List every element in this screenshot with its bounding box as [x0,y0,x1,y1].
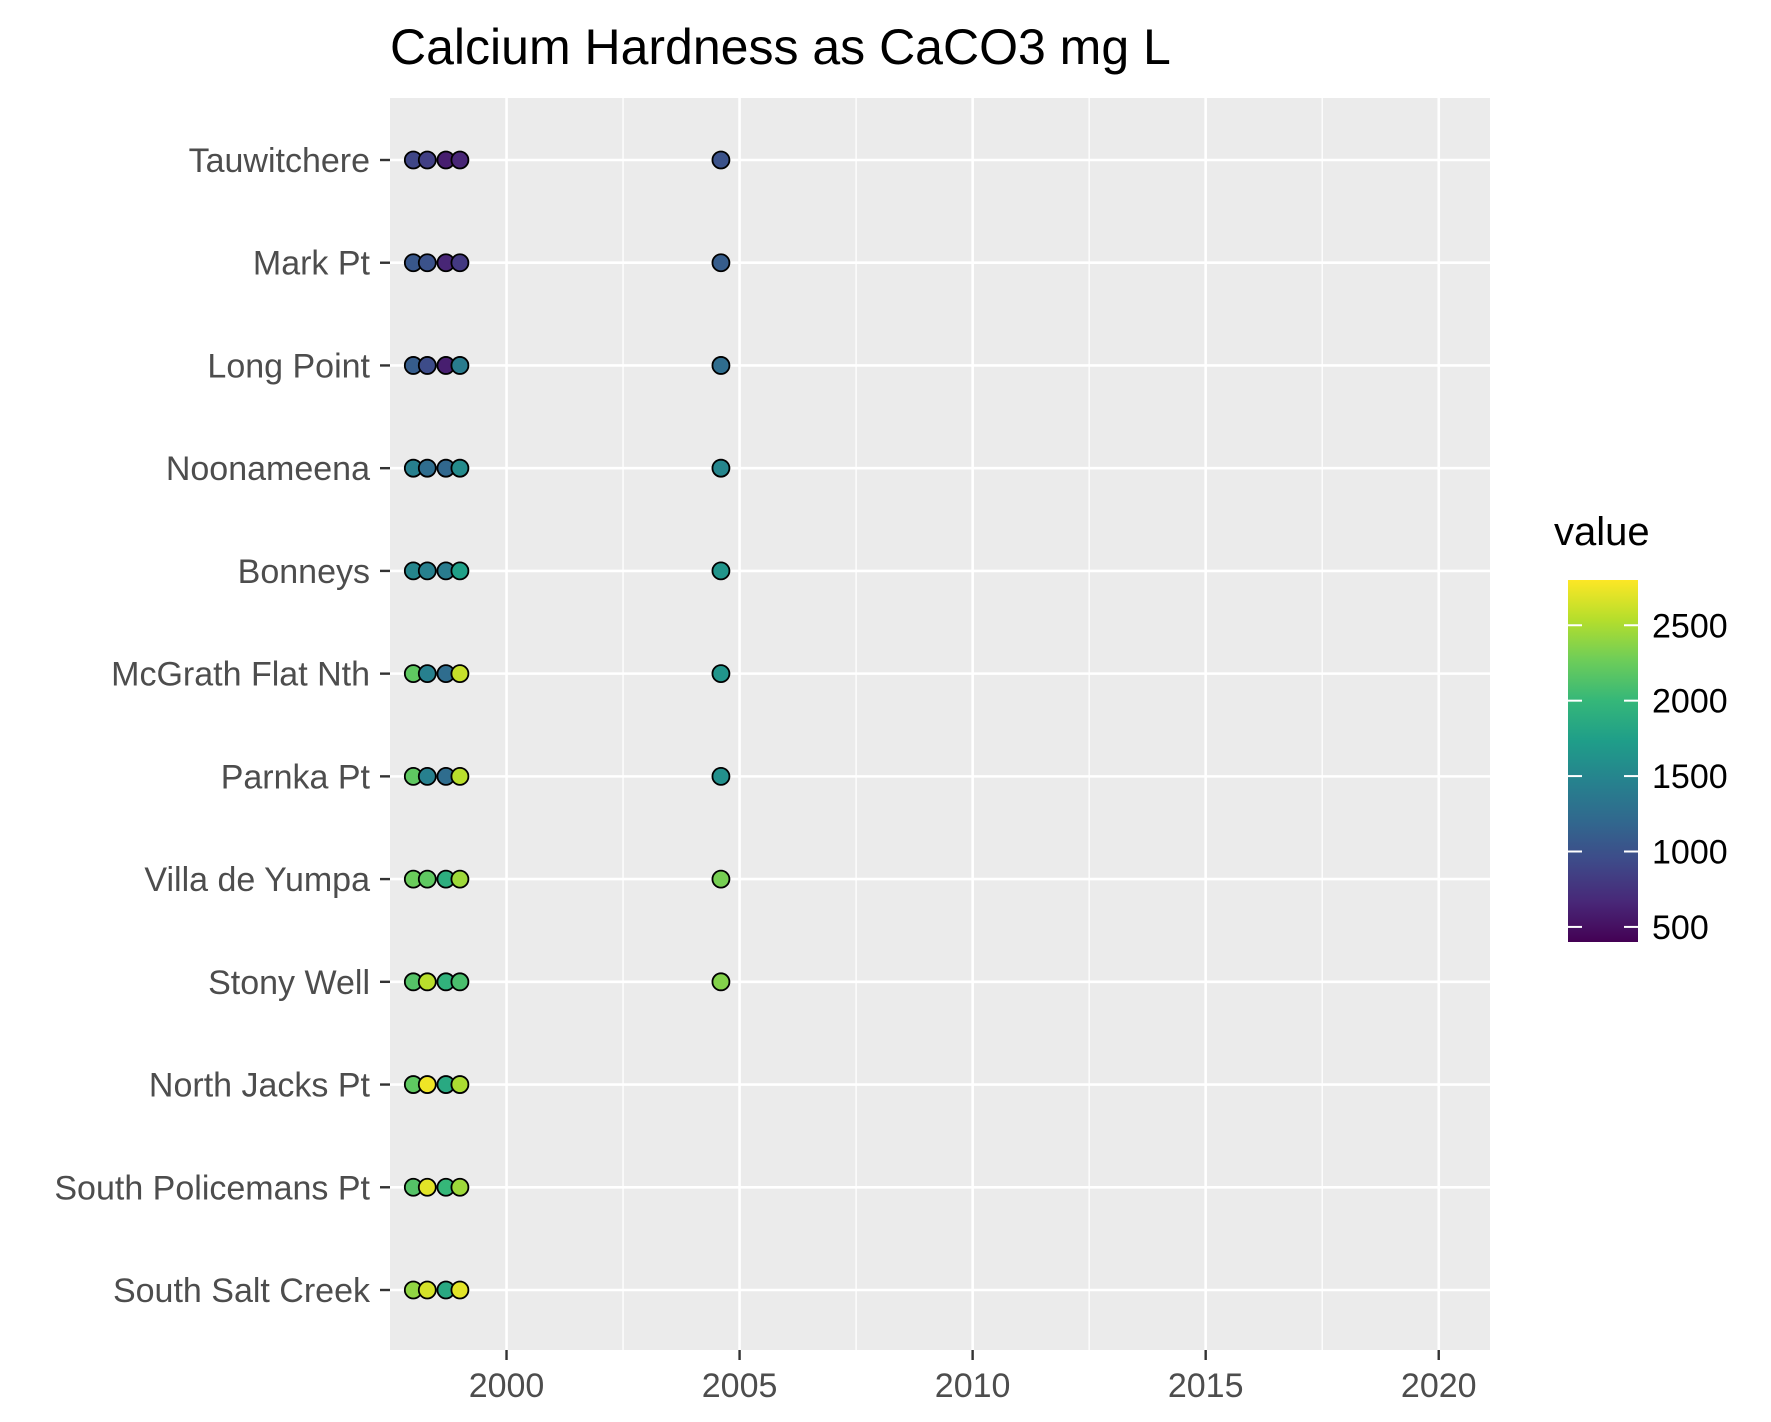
data-point [450,972,470,992]
data-point [711,253,731,273]
x-tick-label: 2005 [702,1367,778,1405]
x-tick-label: 2000 [469,1367,545,1405]
y-tick-label: McGrath Flat Nth [111,656,370,694]
data-point [417,1177,437,1197]
data-point [450,458,470,478]
data-point [417,972,437,992]
x-tick-label: 2015 [1168,1367,1244,1405]
data-point [417,356,437,375]
data-point [711,150,731,170]
plot-panel [390,98,1490,1350]
data-point [417,766,437,786]
major-gridlines [390,98,1490,1350]
data-point [417,150,437,170]
x-axis: 2000 2005 2010 2015 2020 [469,1350,1477,1405]
y-tick-label: Long Point [207,347,370,385]
data-point [711,664,731,684]
y-tick-label: North Jacks Pt [149,1067,371,1105]
y-tick-label: Noonameena [166,450,370,488]
y-tick-label: Bonneys [238,553,370,591]
data-point [711,458,731,478]
data-point [417,561,437,581]
y-tick-label: South Policemans Pt [54,1169,370,1207]
y-axis: Tauwitchere Mark Pt Long Point Noonameena Bo… [54,142,390,1310]
colorbar-tick-label: 2500 [1652,607,1728,645]
data-point [450,150,470,170]
y-tick-label: Parnka Pt [221,758,371,796]
colorbar [1568,580,1638,942]
colorbar-tick-label: 1000 [1652,834,1728,872]
colorbar-tick-label: 500 [1652,909,1709,947]
data-point [711,561,731,581]
legend: value 500 1000 1500 2000 2500 [1554,510,1728,947]
data-point [417,869,437,889]
chart-title: Calcium Hardness as CaCO3 mg L [390,19,1171,75]
data-point [417,1280,437,1300]
y-tick-label: South Salt Creek [113,1272,371,1310]
colorbar-ticks: 500 1000 1500 2000 2500 [1568,607,1728,947]
y-tick-label: Stony Well [208,964,370,1002]
data-point [450,253,470,273]
data-point [417,1075,437,1094]
data-point [417,253,437,273]
data-point [711,766,731,786]
colorbar-tick-label: 2000 [1652,683,1728,721]
legend-title: value [1554,510,1650,554]
data-point [711,972,731,992]
data-point [450,869,470,889]
data-point [450,356,470,375]
y-tick-label: Villa de Yumpa [144,861,370,899]
data-point [417,458,437,478]
x-tick-label: 2020 [1401,1367,1477,1405]
data-point [711,869,731,889]
y-tick-label: Mark Pt [253,245,371,283]
data-point [417,664,437,684]
data-point [450,664,470,684]
data-points [403,150,731,1300]
y-tick-label: Tauwitchere [189,142,370,180]
data-point [450,1177,470,1197]
minor-gridlines [622,98,1323,1350]
data-point [450,1075,470,1094]
data-point [450,561,470,581]
data-point [450,1280,470,1300]
data-point [450,766,470,786]
data-point [711,356,731,375]
x-tick-label: 2010 [935,1367,1011,1405]
colorbar-tick-label: 1500 [1652,758,1728,796]
